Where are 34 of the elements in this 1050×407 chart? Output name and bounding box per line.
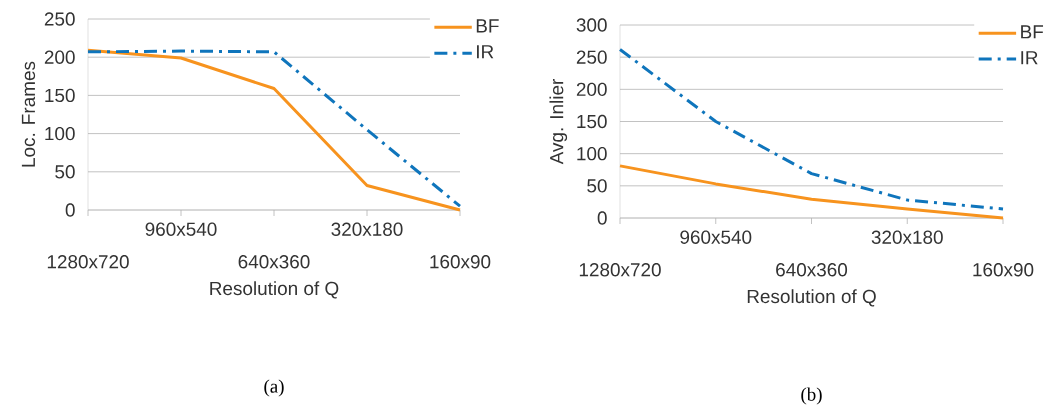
y-tick-label: 250	[576, 50, 607, 64]
y-tick-label: 100	[577, 146, 607, 161]
x-axis-title: Resolution of Q	[747, 289, 876, 307]
x-tick-label: 1280x720	[579, 263, 661, 277]
x-tick-label: 960x540	[680, 230, 752, 244]
y-tick-label: 300	[576, 18, 607, 32]
y-tick-label: 50	[587, 179, 607, 193]
legend-label: BF	[1021, 25, 1044, 39]
legend-label: IR	[1021, 51, 1038, 65]
x-tick-label: 320x180	[871, 230, 943, 244]
y-tick-label: 200	[44, 50, 75, 64]
y-tick-label: 0	[597, 211, 607, 225]
text: (b)	[801, 387, 822, 405]
y-axis-title: Loc. Frames	[21, 61, 36, 167]
y-tick-label: 150	[45, 88, 75, 103]
x-tick-label: 960x540	[145, 222, 217, 236]
y-tick-label: 0	[65, 203, 75, 217]
y-tick-label: 250	[44, 12, 75, 26]
x-tick-label: 160x90	[430, 255, 491, 269]
legend-label: BF	[476, 19, 499, 33]
x-tick-label: 640x360	[776, 263, 848, 277]
x-tick-label: 640x360	[238, 255, 310, 269]
y-tick-label: 200	[576, 82, 607, 97]
legend-label: IR	[477, 45, 494, 59]
line-series	[618, 47, 1005, 211]
y-tick-label: 100	[45, 126, 75, 141]
x-tick-label: 160x90	[973, 263, 1034, 277]
y-tick-label: 50	[55, 165, 75, 179]
x-tick-label: 1280x720	[47, 255, 129, 269]
y-tick-label: 150	[577, 114, 607, 129]
text: (a)	[264, 379, 284, 397]
x-axis-title: Resolution of Q	[210, 281, 339, 299]
y-axis-title: Avg. Inlier	[549, 79, 568, 165]
x-tick-label: 320x180	[331, 222, 403, 236]
